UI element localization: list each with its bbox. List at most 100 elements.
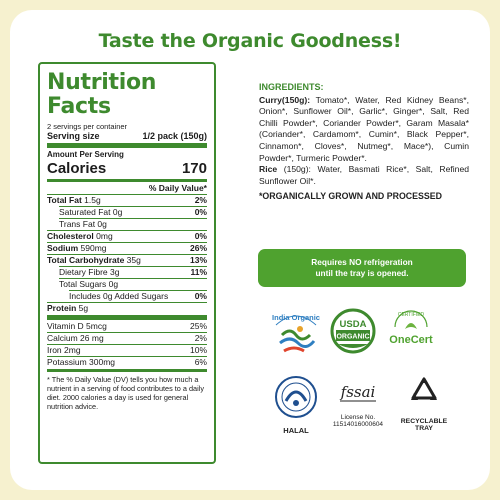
added-sugars-label: Includes 0g Added Sugars: [69, 291, 169, 301]
recyclable-logo: RECYCLABLE TRAY: [394, 373, 454, 435]
divider: [47, 344, 207, 345]
iron-row: Iron 2mg 10%: [47, 345, 207, 356]
iron-label: Iron 2mg: [47, 345, 81, 355]
serving-size-row: Serving size 1/2 pack (150g): [47, 131, 207, 142]
rice-text: (150g): Water, Basmati Rice*, Salt, Refi…: [259, 164, 470, 186]
total-sugars-row: Total Sugars 0g: [47, 279, 207, 290]
fssai-text: fssai: [340, 383, 376, 401]
recyclable-label-line1: RECYCLABLE: [400, 418, 448, 425]
protein-amount: 5g: [78, 303, 89, 313]
ingredients-block: INGREDIENTS: Curry(150g): Tomato*, Water…: [259, 82, 469, 203]
divider: [59, 218, 207, 219]
divider: [47, 179, 207, 182]
servings-per-container: 2 servings per container: [47, 122, 128, 131]
divider: [69, 290, 207, 291]
serving-size-label: Serving size: [47, 131, 100, 141]
nutrition-facts-panel: Nutrition Facts 2 servings per container…: [38, 62, 216, 464]
refrigeration-line2: until the tray is opened.: [315, 268, 409, 278]
onecert-logo: CERTIFIED OneCert: [383, 305, 439, 357]
total-sugars-label: Total Sugars 0g: [59, 279, 119, 289]
curry-label: Curry(150g):: [259, 94, 311, 105]
sodium-amount: 590mg: [80, 243, 107, 253]
nutrition-title: Nutrition Facts: [47, 70, 157, 119]
dietary-fibre-dv: 11%: [190, 267, 207, 277]
halal-label: HALAL: [283, 426, 309, 435]
india-organic-text: India Organic: [272, 313, 320, 322]
rice-ingredients: Rice (150g): Water, Basmati Rice*, Salt,…: [259, 164, 469, 187]
trans-fat-row: Trans Fat 0g: [47, 219, 207, 230]
cholesterol-dv: 0%: [194, 231, 207, 241]
usda-organic-text: ORGANIC: [336, 334, 369, 341]
fssai-logo: fssai License No. 11514016000604: [330, 375, 386, 437]
calories-row: Calories 170: [47, 160, 207, 178]
vitamin-d-label: Vitamin D 5mcg: [47, 321, 107, 331]
divider: [47, 356, 207, 357]
total-carb-dv: 13%: [189, 255, 207, 265]
total-fat-amount: 1.5g: [84, 195, 101, 205]
headline: Taste the Organic Goodness!: [98, 30, 402, 52]
added-sugars-dv: 0%: [194, 291, 207, 301]
total-carb-label: Total Carbohydrate: [47, 255, 125, 265]
divider: [47, 315, 207, 320]
iron-dv: 10%: [189, 345, 207, 355]
divider: [47, 332, 207, 333]
calories-label: Calories: [47, 160, 107, 177]
refrigeration-badge: Requires NO refrigeration until the tray…: [258, 249, 466, 287]
cholesterol-row: Cholesterol 0mg 0%: [47, 231, 207, 242]
saturated-fat-row: Saturated Fat 0g 0%: [47, 207, 207, 218]
dietary-fibre-row: Dietary Fibre 3g 11%: [47, 267, 207, 278]
added-sugars-row: Includes 0g Added Sugars 0%: [47, 291, 207, 302]
protein-row: Protein 5g: [47, 303, 207, 314]
amount-per-serving-label: Amount Per Serving: [47, 150, 124, 159]
saturated-fat-label: Saturated Fat 0g: [59, 207, 123, 217]
divider: [47, 230, 207, 231]
curry-text: Tomato*, Water, Red Kidney Beans*, Onion…: [259, 94, 469, 163]
divider: [59, 278, 207, 279]
onecert-ring-text: CERTIFIED: [398, 312, 425, 318]
usda-seal-icon: USDA ORGANIC: [330, 308, 376, 354]
refrigeration-line1: Requires NO refrigeration: [311, 257, 413, 267]
total-carb-amount: 35g: [126, 255, 141, 265]
vitamin-d-row: Vitamin D 5mcg 25%: [47, 321, 207, 332]
sodium-dv: 26%: [189, 243, 207, 253]
total-fat-label: Total Fat: [47, 195, 82, 205]
potassium-label: Potassium 300mg: [47, 357, 116, 367]
ingredients-title: INGREDIENTS:: [259, 82, 324, 92]
daily-value-footnote: * The % Daily Value (DV) tells you how m…: [47, 375, 204, 411]
rice-label: Rice: [259, 164, 278, 175]
usda-text: USDA: [340, 319, 367, 330]
calcium-row: Calcium 26 mg 2%: [47, 333, 207, 344]
dv-header-label: % Daily Value*: [148, 183, 207, 193]
saturated-fat-dv: 0%: [194, 207, 207, 217]
halal-seal-icon: [275, 376, 317, 418]
cholesterol-amount: 0mg: [96, 231, 113, 241]
amount-per-serving: Amount Per Serving: [47, 149, 207, 160]
calcium-label: Calcium 26 mg: [47, 333, 104, 343]
divider: [47, 143, 207, 148]
halal-logo: HALAL: [268, 373, 324, 435]
divider: [47, 194, 207, 195]
serving-size-value: 1/2 pack (150g): [142, 131, 207, 141]
sodium-label: Sodium: [47, 243, 79, 253]
fssai-icon: fssai: [340, 383, 376, 402]
license-number: 11514016000604: [332, 421, 384, 428]
dietary-fibre-label: Dietary Fibre 3g: [59, 267, 120, 277]
license-label: License No.: [340, 414, 376, 421]
calcium-dv: 2%: [194, 333, 207, 343]
divider: [59, 266, 207, 267]
divider: [47, 242, 207, 243]
onecert-icon: CERTIFIED OneCert: [389, 310, 433, 346]
divider: [59, 206, 207, 207]
sodium-row: Sodium 590mg 26%: [47, 243, 207, 254]
trans-fat-label: Trans Fat 0g: [59, 219, 107, 229]
potassium-row: Potassium 300mg 6%: [47, 357, 207, 368]
usda-organic-logo: USDA ORGANIC: [330, 308, 376, 354]
calories-value: 170: [181, 160, 207, 177]
vitamin-d-dv: 25%: [189, 321, 207, 331]
recyclable-label-line2: TRAY: [415, 425, 433, 432]
protein-label: Protein: [47, 303, 77, 313]
organic-note: *ORGANICALLY GROWN AND PROCESSED: [259, 191, 442, 202]
onecert-text: OneCert: [389, 334, 433, 346]
total-fat-dv: 2%: [194, 195, 207, 205]
india-organic-logo: India Organic: [270, 305, 322, 357]
